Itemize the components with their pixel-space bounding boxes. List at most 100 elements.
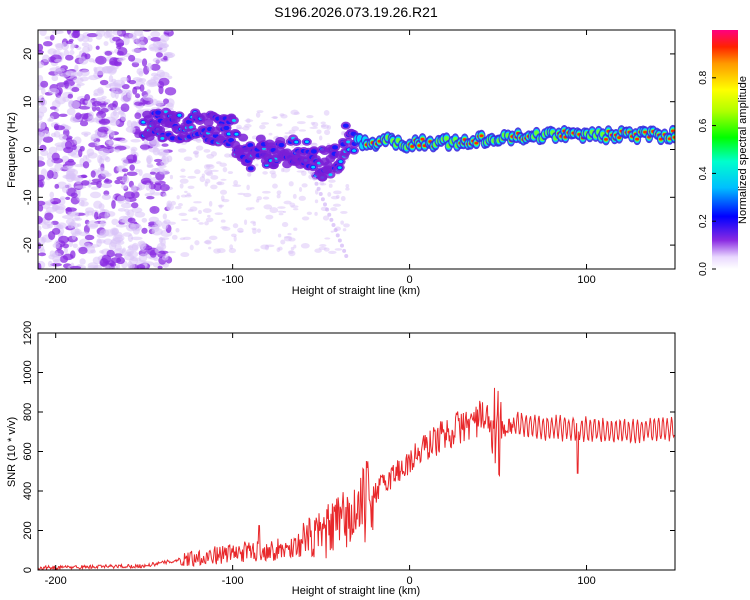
spectral-blob xyxy=(314,181,319,186)
spectral-blob xyxy=(329,217,334,222)
spectral-blob xyxy=(237,192,246,195)
spectral-blob xyxy=(137,240,146,248)
spectral-blob xyxy=(101,95,107,100)
spectral-blob xyxy=(42,136,54,143)
spectral-blob xyxy=(71,217,83,221)
spectral-blob xyxy=(38,262,42,269)
spectral-blob xyxy=(149,46,160,51)
spectral-blob xyxy=(296,121,306,125)
spectral-blob xyxy=(280,114,288,119)
spectral-blob xyxy=(161,220,169,230)
x-tick-label: -200 xyxy=(45,274,67,286)
spectral-blob xyxy=(74,64,79,72)
spectral-blob xyxy=(116,50,124,56)
spectral-blob xyxy=(205,217,214,223)
spectral-blob xyxy=(103,41,109,46)
spectral-blob xyxy=(324,237,331,240)
spectral-blob xyxy=(78,231,90,237)
spectral-blob xyxy=(42,54,50,63)
spectral-blob xyxy=(179,175,187,178)
spectral-blob xyxy=(125,211,131,216)
spectral-blob xyxy=(246,184,250,191)
spectral-blob xyxy=(88,111,94,119)
spectral-blob xyxy=(114,179,122,185)
spectral-blob xyxy=(643,130,648,134)
spectral-blob xyxy=(177,148,187,153)
spectral-blob xyxy=(202,208,212,213)
spectral-blob xyxy=(94,115,102,121)
spectral-blob xyxy=(256,228,262,233)
spectral-blob xyxy=(322,215,330,221)
spectral-blob xyxy=(134,211,146,218)
spectral-blob xyxy=(247,166,254,171)
spectral-blob xyxy=(226,132,231,136)
spectral-blob xyxy=(194,240,200,246)
spectral-blob xyxy=(290,246,295,251)
spectral-blob xyxy=(345,183,350,188)
spectral-blob xyxy=(112,137,123,141)
spectral-blob xyxy=(201,173,205,178)
spectral-blob xyxy=(118,56,126,61)
spectral-blob xyxy=(156,44,168,53)
spectral-blob xyxy=(120,103,130,113)
spectral-blob xyxy=(180,218,189,222)
spectral-blob xyxy=(323,247,330,252)
spectral-blob xyxy=(38,160,46,167)
spectral-blob xyxy=(170,200,176,206)
spectral-blob xyxy=(228,248,237,254)
spectral-blob xyxy=(38,156,45,162)
spectral-blob xyxy=(94,211,99,220)
spectral-blob xyxy=(282,166,291,173)
spectral-blob xyxy=(104,156,111,163)
spectral-blob xyxy=(342,123,349,128)
spectral-blob xyxy=(114,253,123,258)
spectral-blob xyxy=(176,195,180,200)
spectral-blob xyxy=(51,30,64,35)
spectral-blob xyxy=(156,69,166,78)
spectral-blob xyxy=(160,137,165,140)
colorbar-tick-label: 0.2 xyxy=(698,214,709,228)
spectral-blob xyxy=(259,124,266,130)
spectral-blob xyxy=(95,55,107,65)
spectral-blob xyxy=(320,121,326,125)
spectral-blob xyxy=(59,196,66,200)
spectral-blob xyxy=(130,127,136,134)
spectral-blob xyxy=(163,30,172,33)
spectral-blob xyxy=(186,192,191,197)
spectral-blob xyxy=(318,192,323,197)
spectral-blob xyxy=(339,243,344,248)
spectral-blob xyxy=(45,206,57,213)
spectral-blob xyxy=(55,144,65,151)
spectral-blob xyxy=(128,80,137,85)
spectral-blob xyxy=(157,148,170,157)
spectral-blob xyxy=(87,37,93,43)
spectral-blob xyxy=(325,207,330,212)
spectral-blob xyxy=(310,149,317,154)
spectral-blob xyxy=(291,126,300,132)
spectral-blob xyxy=(129,223,142,232)
spectral-blob xyxy=(127,93,132,99)
spectral-blob xyxy=(276,190,282,195)
spectral-blob xyxy=(162,213,168,220)
spectral-blob xyxy=(134,112,142,120)
spectral-blob xyxy=(318,135,323,141)
spectral-blob xyxy=(233,235,237,242)
spectral-blob xyxy=(47,223,53,229)
spectral-blob xyxy=(38,74,44,84)
spectral-blob xyxy=(278,212,284,216)
spectral-blob xyxy=(84,211,90,217)
spectral-blob xyxy=(288,181,294,187)
spectral-blob xyxy=(317,173,328,182)
spectral-blob xyxy=(123,191,136,199)
colorbar-gradient xyxy=(712,30,738,269)
spectral-blob xyxy=(298,129,307,132)
spectral-blob xyxy=(344,253,349,258)
x-tick-label: -200 xyxy=(45,575,67,587)
snr-x-label: Height of straight line (km) xyxy=(292,585,420,597)
spectral-blob xyxy=(603,137,608,141)
spectral-blob xyxy=(75,112,82,120)
spectral-blob xyxy=(298,186,303,192)
spectral-blob xyxy=(116,195,126,204)
colorbar: 0.0 0.2 0.4 0.6 0.8 Normalized spectral ampl… xyxy=(698,30,749,276)
